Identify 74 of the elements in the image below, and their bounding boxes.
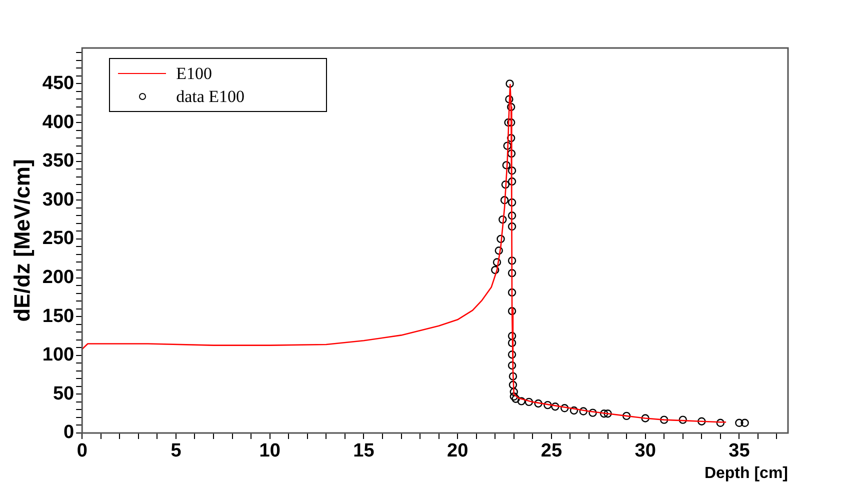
- point: [498, 215, 507, 224]
- point: [508, 332, 516, 340]
- point: [660, 416, 668, 424]
- point: [716, 418, 725, 428]
- point: [735, 418, 744, 428]
- point: [494, 246, 503, 255]
- point: [534, 399, 542, 408]
- y-tick-label: 250: [42, 228, 74, 250]
- x-tick-label: 5: [170, 440, 182, 462]
- point: [508, 212, 516, 220]
- point: [506, 118, 516, 127]
- point: [506, 80, 514, 88]
- point: [508, 338, 516, 348]
- legend-label: E100: [176, 64, 212, 84]
- point: [678, 416, 687, 424]
- point: [508, 222, 516, 231]
- point: [622, 412, 631, 420]
- point: [508, 198, 516, 207]
- x-tick-label: 20: [447, 440, 468, 462]
- y-tick-label: 300: [42, 189, 74, 210]
- x-tick-label: 15: [353, 440, 375, 462]
- y-tick-label: 0: [64, 422, 74, 444]
- x-tick-label: 30: [634, 440, 656, 462]
- x-tick-label: 10: [259, 440, 280, 462]
- point: [508, 307, 516, 316]
- point: [503, 142, 512, 150]
- point: [604, 409, 612, 418]
- point: [508, 166, 516, 175]
- point: [508, 269, 516, 278]
- point: [508, 372, 518, 380]
- point: [510, 392, 518, 401]
- y-tick-label: 350: [42, 150, 74, 172]
- y-tick-label: 200: [42, 266, 74, 288]
- point: [510, 388, 518, 396]
- point: [579, 407, 588, 416]
- x-axis-title: Depth [cm]: [704, 464, 788, 482]
- point: [508, 380, 518, 389]
- y-tick-label: 50: [52, 383, 74, 404]
- y-tick-label: 450: [42, 72, 74, 94]
- point: [500, 196, 509, 204]
- point: [740, 418, 749, 428]
- point: [508, 177, 516, 186]
- point: [570, 406, 578, 415]
- legend-label: data E100: [176, 86, 245, 106]
- point: [641, 414, 650, 422]
- point: [496, 234, 505, 244]
- point: [508, 350, 516, 359]
- point: [491, 266, 500, 274]
- point: [507, 149, 516, 158]
- point: [698, 417, 706, 426]
- x-tick-label: 35: [728, 440, 750, 462]
- point: [492, 258, 502, 266]
- y-axis-title: dE/dz [MeV/cm]: [9, 159, 34, 322]
- point: [505, 95, 514, 104]
- point: [508, 256, 516, 265]
- point: [600, 409, 608, 418]
- point: [588, 408, 597, 417]
- point: [544, 400, 552, 410]
- point: [502, 161, 510, 170]
- y-tick-label: 150: [42, 306, 74, 327]
- point: [517, 397, 526, 406]
- point: [508, 288, 516, 297]
- y-tick-label: 400: [42, 112, 74, 133]
- point: [560, 404, 569, 412]
- point: [506, 134, 516, 142]
- point: [506, 102, 516, 112]
- y-tick-label: 100: [42, 344, 74, 366]
- point: [508, 361, 516, 370]
- point: [501, 180, 510, 189]
- point: [512, 394, 520, 403]
- point: [524, 398, 534, 406]
- x-tick-label: 25: [540, 440, 562, 462]
- point: [551, 402, 560, 411]
- x-tick-label: 0: [76, 440, 88, 462]
